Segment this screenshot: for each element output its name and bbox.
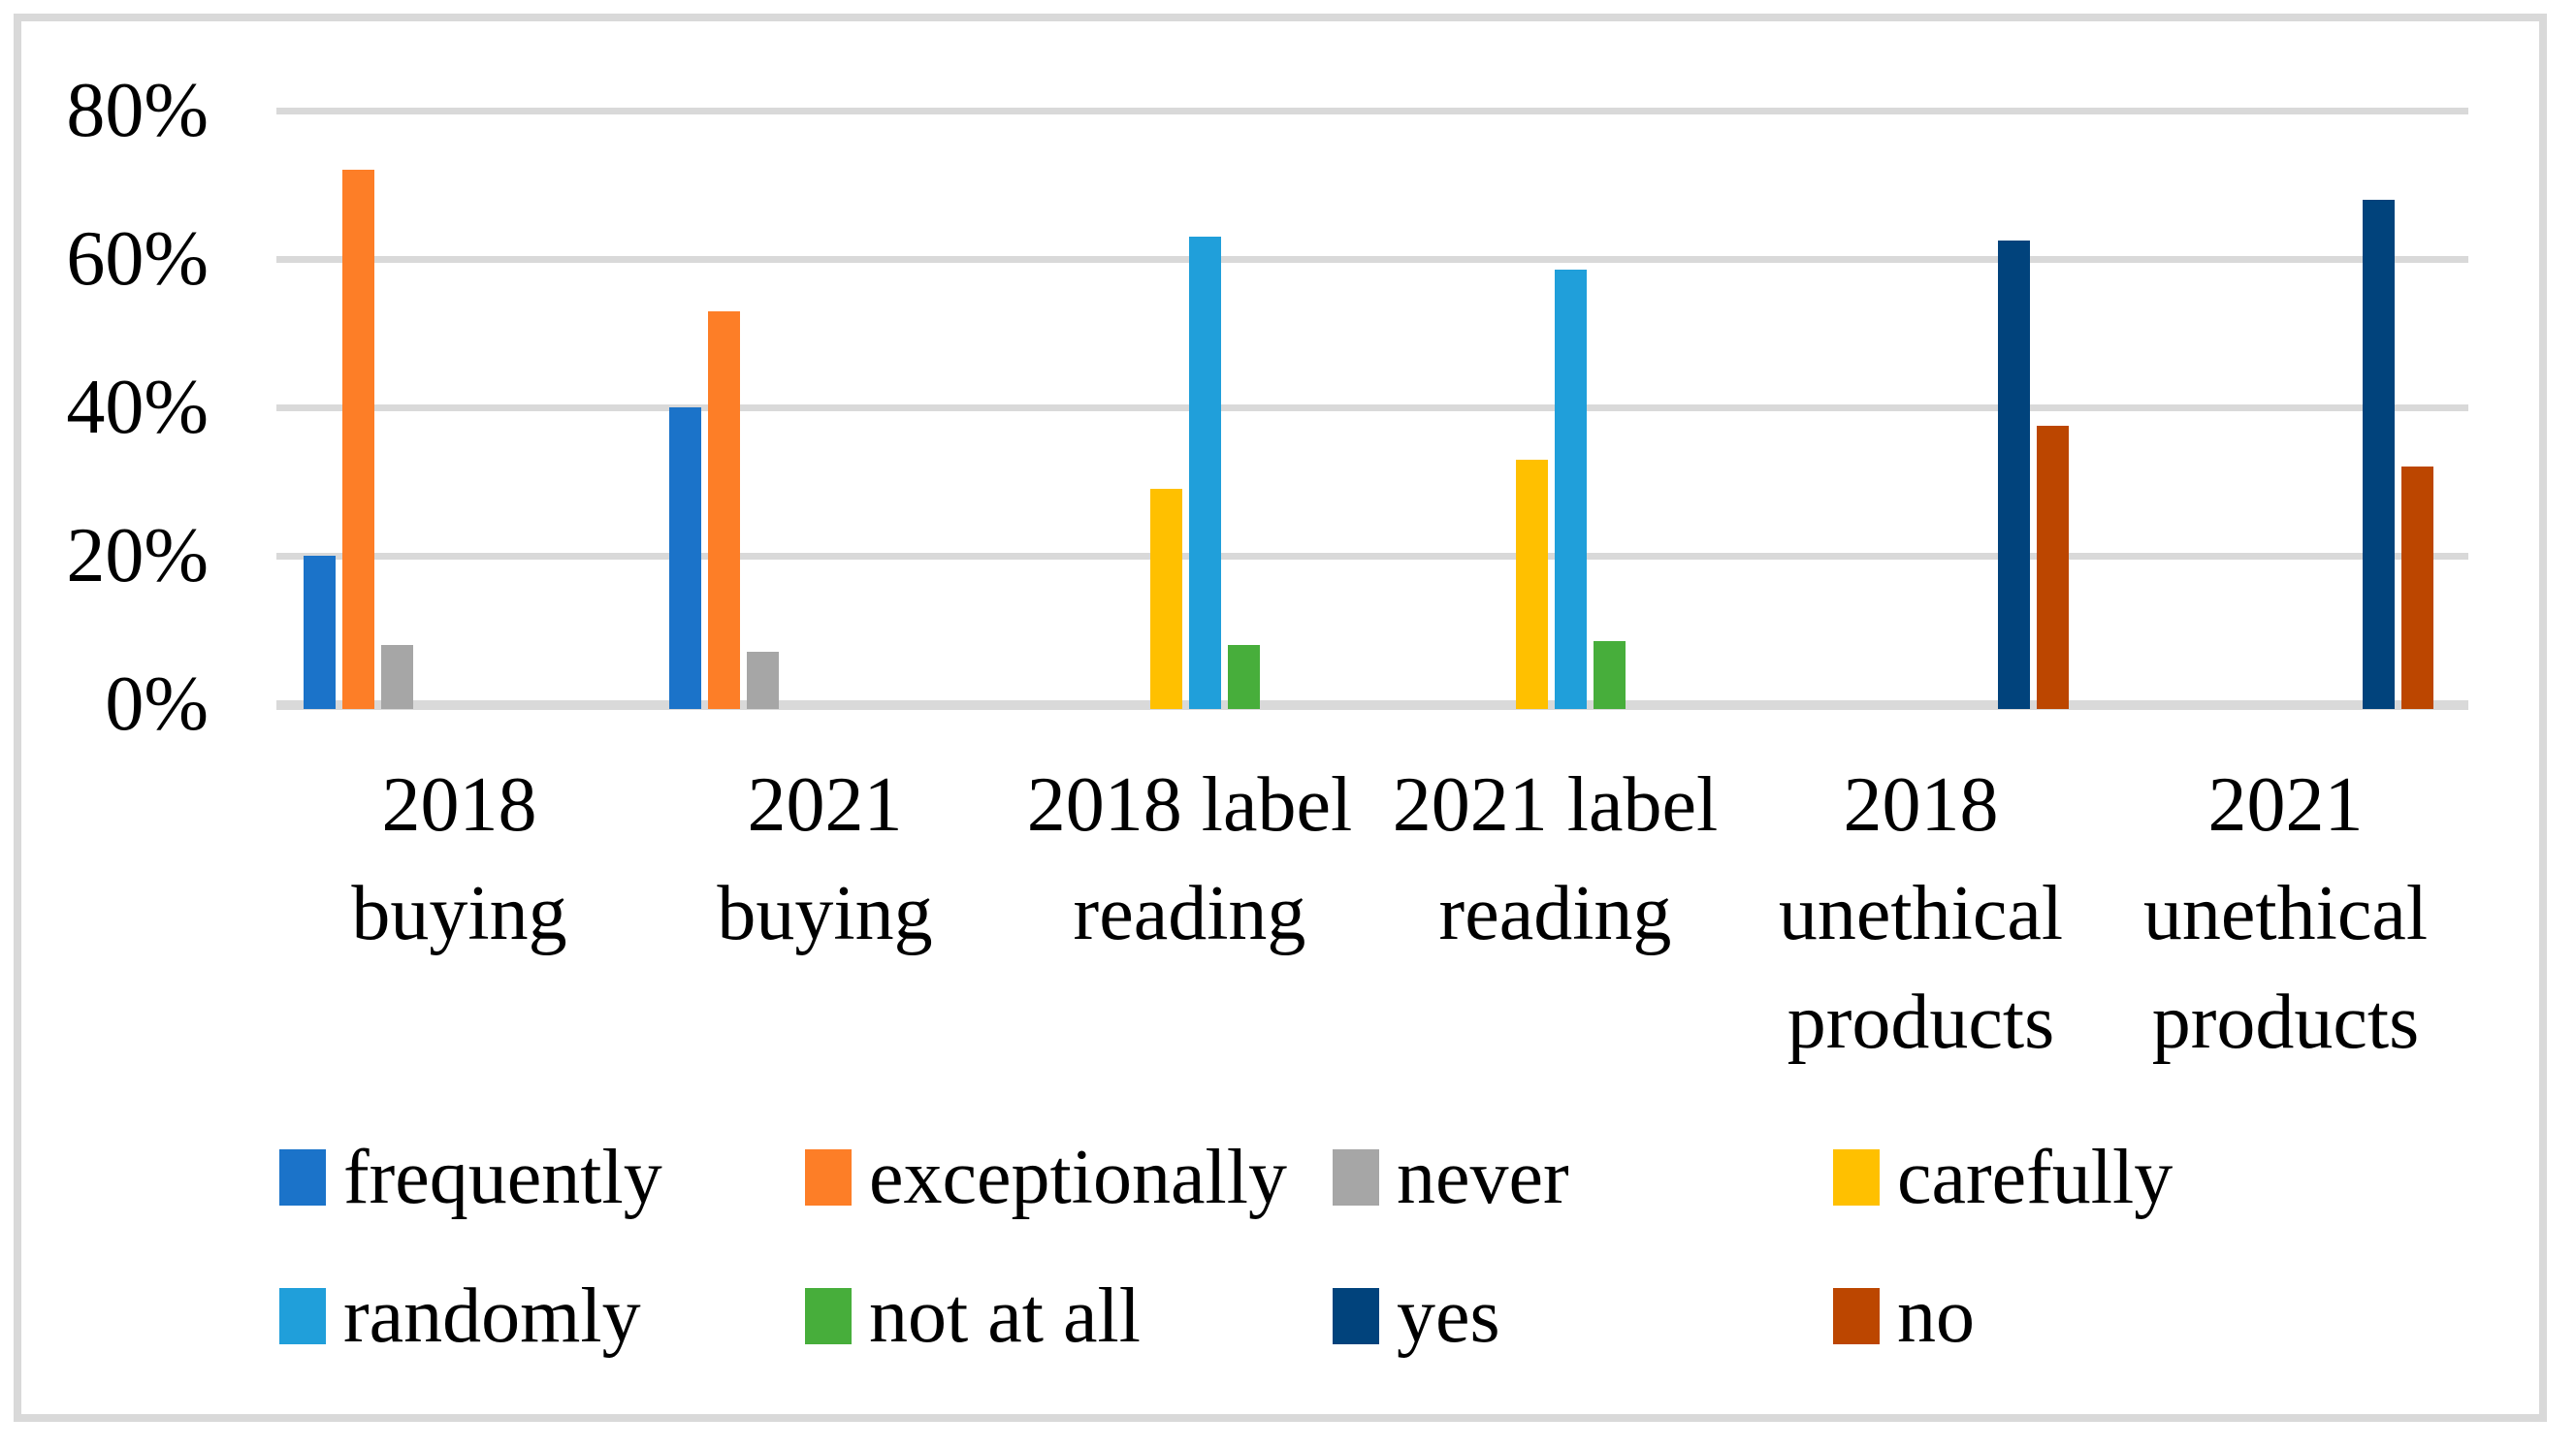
category-label-5: 2021 unethical products [2103,751,2468,1077]
figure-frame [14,14,2547,1422]
bar-no-4 [2037,426,2069,709]
category-label-line: buying [717,871,933,956]
gridline-40 [276,404,2468,411]
bar-carefully-2 [1150,489,1182,709]
category-label-line: unethical [2142,871,2429,956]
bar-never-1 [747,652,779,709]
category-label-2: 2018 label reading [1007,751,1372,968]
legend-swatch-not-at-all [805,1288,852,1344]
category-label-line: 2021 label [1392,762,1719,848]
legend-label-randomly: randomly [343,1273,641,1359]
legend-item-no: no [1833,1272,1975,1361]
category-label-3: 2021 label reading [1372,751,1738,968]
bar-never-0 [381,645,413,709]
bar-frequently-1 [669,407,701,709]
bar-randomly-3 [1555,270,1587,709]
category-label-0: 2018 buying [276,751,642,968]
bar-exceptionally-0 [342,170,374,709]
legend-item-yes: yes [1333,1272,1500,1361]
category-label-4: 2018 unethical products [1738,751,2104,1077]
legend-swatch-randomly [279,1288,326,1344]
legend-label-no: no [1897,1273,1975,1359]
category-label-line: reading [1438,871,1672,956]
y-tick-label-20: 20% [66,513,209,598]
legend-label-yes: yes [1397,1273,1500,1359]
legend-label-frequently: frequently [343,1135,662,1220]
bar-frequently-0 [304,556,336,709]
legend-label-exceptionally: exceptionally [869,1135,1287,1220]
y-tick-label-80: 80% [66,68,209,153]
category-label-line: 2021 [2207,762,2364,848]
gridline-60 [276,256,2468,263]
y-tick-label-0: 0% [105,661,209,747]
bar-randomly-2 [1189,237,1221,709]
category-label-1: 2021 buying [642,751,1008,968]
bar-yes-5 [2363,200,2395,709]
legend-swatch-frequently [279,1149,326,1206]
category-label-line: reading [1073,871,1306,956]
bar-no-5 [2401,467,2433,709]
bar-exceptionally-1 [708,311,740,709]
gridline-20 [276,553,2468,560]
legend-label-never: never [1397,1135,1569,1220]
legend-swatch-carefully [1833,1149,1880,1206]
category-label-line: buying [351,871,567,956]
bar-carefully-3 [1516,460,1548,709]
category-label-line: 2021 [747,762,903,848]
legend-swatch-yes [1333,1288,1379,1344]
legend-swatch-exceptionally [805,1149,852,1206]
category-label-line: 2018 [381,762,537,848]
bar-not-at-all-3 [1594,641,1626,709]
legend-item-exceptionally: exceptionally [805,1133,1287,1222]
legend-item-randomly: randomly [279,1272,641,1361]
legend-item-carefully: carefully [1833,1133,2173,1222]
legend-item-not-at-all: not at all [805,1272,1141,1361]
legend-label-not-at-all: not at all [869,1273,1141,1359]
category-label-line: products [2151,980,2420,1065]
category-label-line: products [1787,980,2055,1065]
y-tick-label-40: 40% [66,365,209,450]
y-tick-label-60: 60% [66,216,209,302]
category-label-line: 2018 [1843,762,1999,848]
gridline-80 [276,108,2468,114]
bar-yes-4 [1998,241,2030,709]
legend-swatch-no [1833,1288,1880,1344]
legend-label-carefully: carefully [1897,1135,2174,1220]
category-label-line: 2018 label [1026,762,1353,848]
category-label-line: unethical [1778,871,2064,956]
bar-not-at-all-2 [1228,645,1260,709]
legend-swatch-never [1333,1149,1379,1206]
x-axis-line [276,700,2468,710]
legend-item-frequently: frequently [279,1133,662,1222]
legend-item-never: never [1333,1133,1569,1222]
